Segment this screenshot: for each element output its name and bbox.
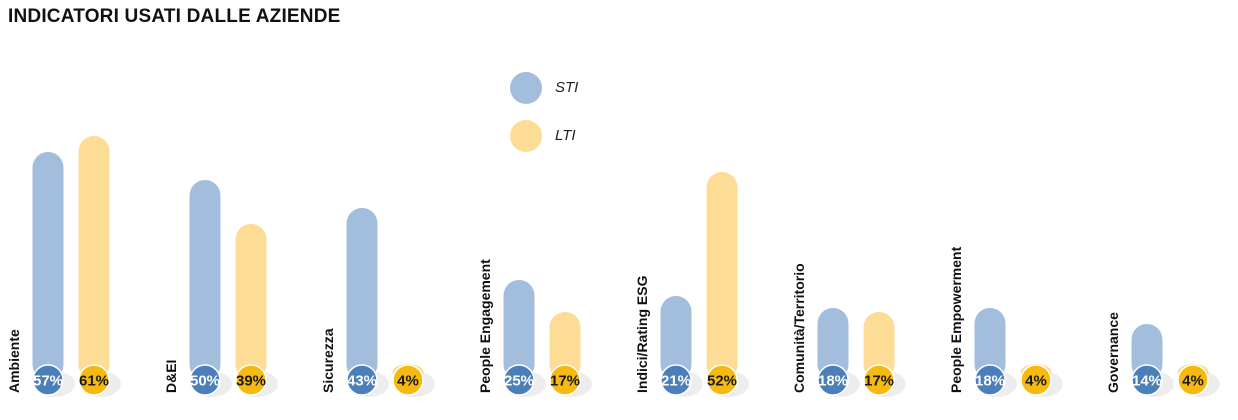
value-badge-lti (392, 364, 424, 396)
category-group: Governance 14% 4% (1105, 312, 1220, 397)
bar-sti (1131, 324, 1163, 380)
value-badge-lti (1020, 364, 1052, 396)
value-badge-sti (189, 364, 221, 396)
bar-sti (346, 208, 378, 380)
legend-label-lti: LTI (555, 127, 576, 144)
value-label-sti: 50% (190, 373, 220, 390)
value-label-sti: 57% (33, 373, 63, 390)
category-group: Comunità/Territorio 18% 17% (791, 263, 906, 397)
value-label-sti: 14% (1132, 373, 1162, 390)
value-label-sti: 21% (661, 373, 691, 390)
bar-sti (817, 308, 849, 380)
value-label-lti: 39% (236, 373, 266, 390)
value-badge-sti (974, 364, 1006, 396)
value-label-lti: 17% (550, 373, 580, 390)
category-label: Indici/Rating ESG (634, 275, 650, 393)
bar-sti (32, 152, 64, 380)
bar-sti (503, 280, 535, 380)
legend-swatch-sti (510, 72, 542, 104)
category-label: Ambiente (6, 329, 22, 393)
value-badge-sti (32, 364, 64, 396)
value-label-lti: 4% (1025, 373, 1047, 390)
value-label-lti: 4% (397, 373, 419, 390)
bar-lti (78, 136, 110, 380)
category-label: People Engagement (477, 259, 493, 393)
value-badge-sti (503, 364, 535, 396)
value-label-lti: 61% (79, 373, 109, 390)
value-label-sti: 43% (347, 373, 377, 390)
category-label: Sicurezza (320, 328, 336, 393)
value-label-lti: 17% (864, 373, 894, 390)
value-badge-lti (706, 364, 738, 396)
legend-label-sti: STI (555, 79, 579, 96)
value-badge-lti (235, 364, 267, 396)
category-label: D&EI (163, 360, 179, 393)
value-badge-sti (1131, 364, 1163, 396)
value-label-lti: 52% (707, 373, 737, 390)
value-label-sti: 25% (504, 373, 534, 390)
category-group: Ambiente 57% 61% (6, 136, 121, 397)
bar-lti (706, 172, 738, 380)
bar-sti (660, 296, 692, 380)
category-group: D&EI 50% 39% (163, 180, 278, 397)
category-group: People Engagement 25% 17% (477, 259, 592, 397)
bar-lti (863, 312, 895, 380)
category-group: Sicurezza 43% 4% (320, 208, 435, 397)
bar-lti (549, 312, 581, 380)
value-badge-lti (863, 364, 895, 396)
bar-sti (189, 180, 221, 380)
bar-sti (974, 308, 1006, 380)
category-label: Governance (1105, 312, 1121, 393)
category-label: People Empowerment (948, 246, 964, 393)
category-label: Comunità/Territorio (791, 263, 807, 393)
chart-title: INDICATORI USATI DALLE AZIENDE (8, 6, 341, 27)
value-label-sti: 18% (818, 373, 848, 390)
value-badge-sti (346, 364, 378, 396)
value-badge-sti (660, 364, 692, 396)
category-group: Indici/Rating ESG 21% 52% (634, 172, 749, 397)
bar-lti (235, 224, 267, 380)
value-badge-lti (1177, 364, 1209, 396)
category-group: People Empowerment 18% 4% (948, 246, 1063, 397)
value-label-lti: 4% (1182, 373, 1204, 390)
value-label-sti: 18% (975, 373, 1005, 390)
legend-swatch-lti (510, 120, 542, 152)
value-badge-lti (78, 364, 110, 396)
value-badge-lti (549, 364, 581, 396)
value-badge-sti (817, 364, 849, 396)
